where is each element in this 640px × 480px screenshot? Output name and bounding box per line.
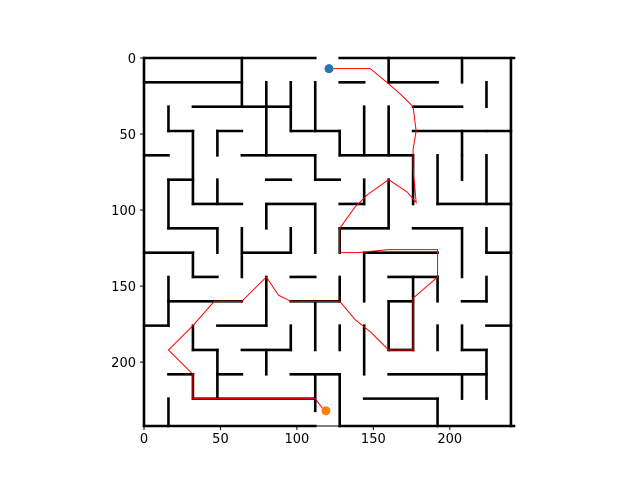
y-tick-label-150: 150 xyxy=(111,280,136,295)
y-tick-label-100: 100 xyxy=(111,204,136,219)
endpoint-markers xyxy=(321,64,334,416)
y-tick-label-0: 0 xyxy=(128,52,136,67)
start-point-marker xyxy=(324,64,334,74)
x-tick-label-200: 200 xyxy=(437,432,462,447)
y-axis: 0 50 100 150 200 xyxy=(111,52,136,371)
y-tick-label-50: 50 xyxy=(119,128,136,143)
x-axis: 0 50 100 150 200 xyxy=(140,432,462,447)
x-tick-label-150: 150 xyxy=(361,432,386,447)
maze-walls xyxy=(142,56,516,428)
end-point-marker xyxy=(321,406,331,416)
x-tick-label-50: 50 xyxy=(212,432,229,447)
solution-path-line xyxy=(167,68,439,412)
solution-path-layer xyxy=(167,68,439,412)
x-tick-label-0: 0 xyxy=(140,432,148,447)
y-tick-label-200: 200 xyxy=(111,356,136,371)
x-tick-label-100: 100 xyxy=(284,432,309,447)
